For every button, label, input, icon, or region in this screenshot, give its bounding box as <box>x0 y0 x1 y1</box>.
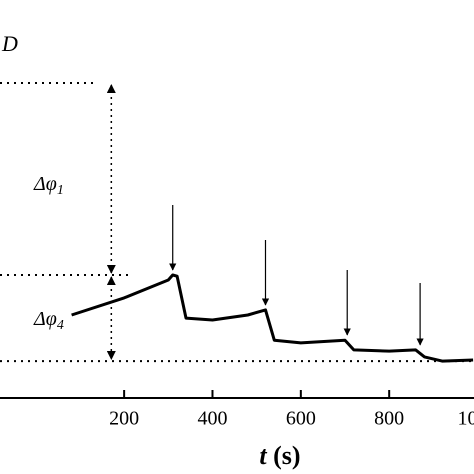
x-tick-label: 400 <box>197 408 227 430</box>
x-label-unit: (s) <box>267 441 301 470</box>
annotation-sub: 4 <box>57 318 64 333</box>
annotation-text: Δφ <box>33 173 57 195</box>
x-tick-label: 600 <box>286 408 316 430</box>
x-tick-label: 800 <box>374 408 404 430</box>
corner-label: D <box>1 31 18 56</box>
annotation-text: Δφ <box>33 308 57 330</box>
annotation-sub: 1 <box>57 183 64 198</box>
annotation: Δφ4 <box>33 308 64 334</box>
x-label-var: t <box>259 441 267 470</box>
x-axis-label: t (s) <box>259 441 300 470</box>
annotation: Δφ1 <box>33 173 64 199</box>
data-line <box>71 273 474 363</box>
x-tick-label: 200 <box>109 408 139 430</box>
x-tick-label: 1000 <box>458 408 474 430</box>
